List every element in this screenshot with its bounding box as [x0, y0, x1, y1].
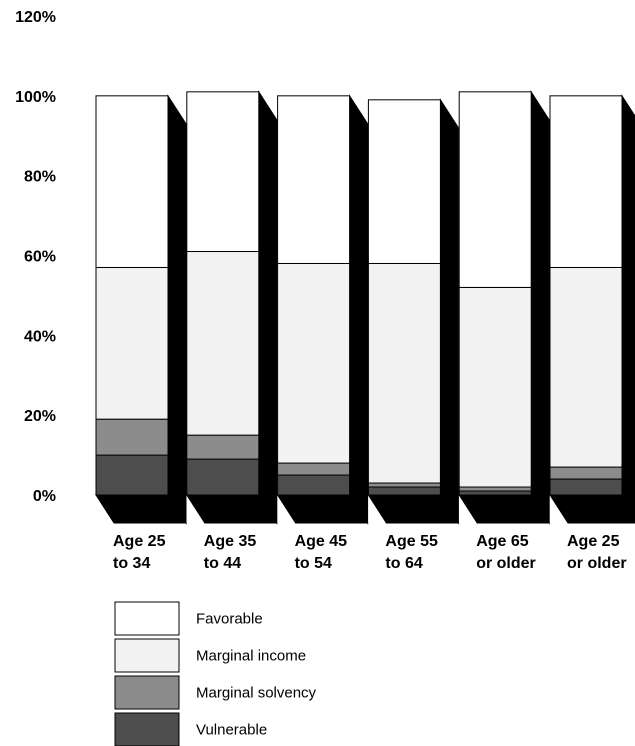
x-tick-label: Age 25 — [113, 533, 166, 550]
bar-segment-marginal-solvency — [277, 462, 351, 476]
y-tick-label: 100% — [15, 89, 56, 106]
bar-segment-vulnerable — [549, 478, 623, 496]
bar-segment-marginal-income — [277, 262, 351, 464]
bar-segment-favorable — [458, 91, 532, 288]
bar-segment-favorable — [367, 99, 441, 264]
legend-swatch-marginal-income — [114, 638, 180, 673]
bar-segment-marginal-solvency — [549, 466, 623, 480]
legend-label-vulnerable: Vulnerable — [196, 722, 267, 739]
bar-segment-favorable — [95, 95, 169, 268]
bar-segment-marginal-solvency — [186, 434, 260, 460]
bar-segment-marginal-income — [549, 266, 623, 468]
bar-segment-vulnerable — [95, 454, 169, 496]
x-tick-label: Age 65 — [476, 533, 529, 550]
y-tick-label: 20% — [24, 408, 56, 425]
bar-segment-favorable — [549, 95, 623, 268]
bar-segment-marginal-solvency — [367, 482, 441, 488]
legend-swatch-marginal-solvency — [114, 675, 180, 710]
bar-segment-marginal-solvency — [95, 418, 169, 456]
bar-segment-marginal-income — [186, 251, 260, 436]
bar-segment-marginal-income — [367, 262, 441, 484]
bar-side-face — [439, 98, 459, 525]
x-tick-label: to 34 — [113, 555, 150, 572]
legend-swatch-favorable — [114, 601, 180, 636]
x-tick-label: or older — [476, 555, 536, 572]
bar-segment-vulnerable — [277, 474, 351, 496]
y-tick-label: 80% — [24, 169, 56, 186]
legend-label-marginal-income: Marginal income — [196, 648, 306, 665]
x-tick-label: to 54 — [295, 555, 332, 572]
y-tick-label: 40% — [24, 328, 56, 345]
y-tick-label: 0% — [33, 488, 56, 505]
x-tick-label: to 44 — [204, 555, 241, 572]
x-tick-label: Age 55 — [385, 533, 438, 550]
bar-segment-favorable — [277, 95, 351, 264]
bar-segment-vulnerable — [458, 490, 532, 496]
legend-label-marginal-solvency: Marginal solvency — [196, 685, 317, 702]
x-tick-label: or older — [567, 555, 627, 572]
x-tick-label: Age 35 — [204, 533, 257, 550]
bar-bottom-face — [549, 494, 635, 524]
bar-side-face — [167, 94, 187, 525]
bar-segment-favorable — [186, 91, 260, 253]
bar-side-face — [530, 90, 550, 525]
x-tick-label: Age 25 — [567, 533, 620, 550]
bar-side-face — [258, 90, 278, 525]
bar-side-face — [349, 94, 369, 525]
x-tick-label: Age 45 — [295, 533, 348, 550]
legend-swatch-vulnerable — [114, 712, 180, 746]
bar-segment-marginal-solvency — [458, 486, 532, 492]
x-tick-label: to 64 — [385, 555, 422, 572]
bar-segment-vulnerable — [186, 458, 260, 496]
bar-segment-marginal-income — [458, 286, 532, 488]
bar-segment-vulnerable — [367, 486, 441, 496]
y-tick-label: 120% — [15, 9, 56, 26]
y-tick-label: 60% — [24, 249, 56, 266]
bar-side-face — [621, 94, 635, 517]
legend-label-favorable: Favorable — [196, 611, 263, 628]
bar-segment-marginal-income — [95, 266, 169, 420]
